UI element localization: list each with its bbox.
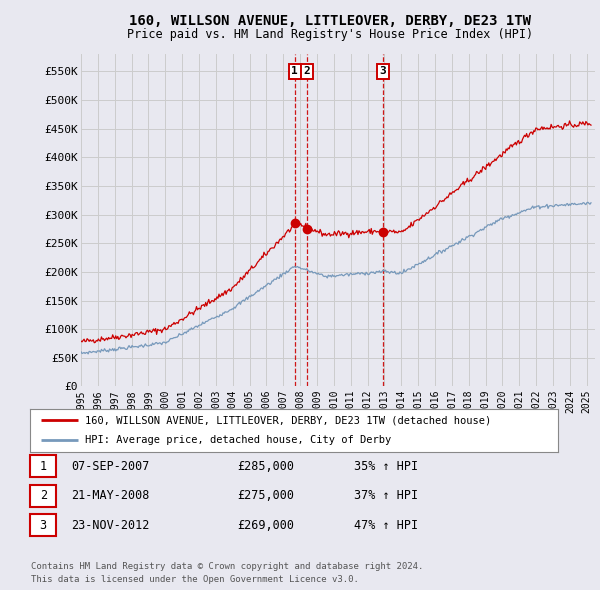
Text: £285,000: £285,000 <box>237 460 294 473</box>
Text: 3: 3 <box>379 67 386 77</box>
Text: 47% ↑ HPI: 47% ↑ HPI <box>354 519 418 532</box>
Text: 07-SEP-2007: 07-SEP-2007 <box>71 460 149 473</box>
Text: This data is licensed under the Open Government Licence v3.0.: This data is licensed under the Open Gov… <box>31 575 359 584</box>
Text: 2: 2 <box>40 489 47 502</box>
Text: 1: 1 <box>40 460 47 473</box>
Text: 35% ↑ HPI: 35% ↑ HPI <box>354 460 418 473</box>
Text: Price paid vs. HM Land Registry's House Price Index (HPI): Price paid vs. HM Land Registry's House … <box>127 28 533 41</box>
Text: 160, WILLSON AVENUE, LITTLEOVER, DERBY, DE23 1TW (detached house): 160, WILLSON AVENUE, LITTLEOVER, DERBY, … <box>85 415 491 425</box>
Text: 2: 2 <box>304 67 310 77</box>
Text: 37% ↑ HPI: 37% ↑ HPI <box>354 489 418 502</box>
Text: £275,000: £275,000 <box>237 489 294 502</box>
Text: £269,000: £269,000 <box>237 519 294 532</box>
Text: HPI: Average price, detached house, City of Derby: HPI: Average price, detached house, City… <box>85 435 392 445</box>
Text: Contains HM Land Registry data © Crown copyright and database right 2024.: Contains HM Land Registry data © Crown c… <box>31 562 424 571</box>
Text: 3: 3 <box>40 519 47 532</box>
Text: 21-MAY-2008: 21-MAY-2008 <box>71 489 149 502</box>
Text: 160, WILLSON AVENUE, LITTLEOVER, DERBY, DE23 1TW: 160, WILLSON AVENUE, LITTLEOVER, DERBY, … <box>129 14 531 28</box>
Text: 1: 1 <box>292 67 298 77</box>
Text: 23-NOV-2012: 23-NOV-2012 <box>71 519 149 532</box>
